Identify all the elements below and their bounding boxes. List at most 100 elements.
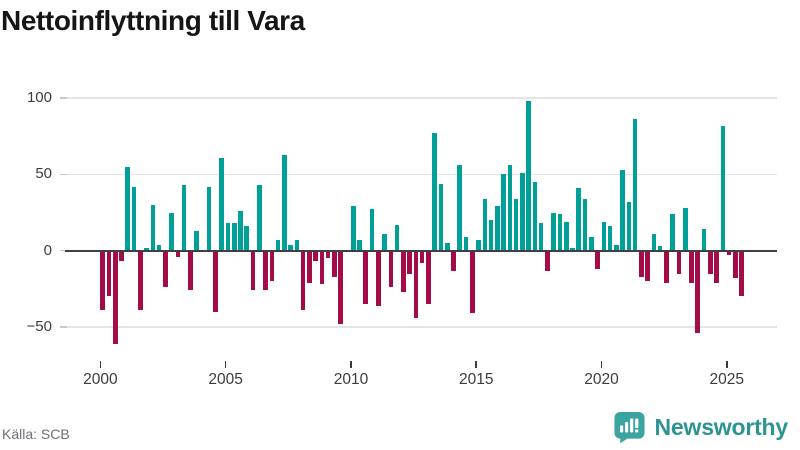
y-axis-tick <box>60 97 67 99</box>
y-axis-label: 100 <box>26 89 52 107</box>
y-axis-tick <box>60 173 67 176</box>
bar <box>676 250 682 274</box>
bar <box>319 250 325 285</box>
newsworthy-wordmark: Newsworthy <box>654 413 789 440</box>
bar <box>695 250 701 334</box>
bar <box>413 250 419 318</box>
bar <box>269 250 275 282</box>
bar <box>739 250 744 297</box>
bar <box>263 250 268 291</box>
bar <box>238 211 243 251</box>
bar <box>645 250 650 282</box>
y-axis-label: 0 <box>43 241 52 259</box>
bar <box>488 220 494 251</box>
bar <box>125 166 131 251</box>
bar <box>476 240 481 251</box>
bar <box>175 250 181 257</box>
bar <box>144 247 149 251</box>
bar <box>150 204 156 251</box>
bar <box>332 250 337 277</box>
bar <box>426 250 431 305</box>
bar <box>100 250 105 311</box>
y-axis-tick <box>60 249 67 252</box>
bar <box>282 154 287 251</box>
bar <box>501 174 506 251</box>
bar <box>156 244 162 251</box>
x-axis-tick <box>600 361 603 368</box>
bar <box>551 212 556 251</box>
bar <box>520 172 525 251</box>
x-axis-label: 2005 <box>208 371 243 388</box>
bar <box>538 223 544 251</box>
bar <box>733 250 738 279</box>
x-axis-label: 2025 <box>709 371 745 388</box>
bar <box>620 169 625 251</box>
gridline-y--50 <box>65 326 777 328</box>
bar <box>369 209 375 251</box>
bar <box>570 247 575 251</box>
bar <box>670 214 676 251</box>
bar <box>300 250 306 311</box>
bar <box>532 182 538 251</box>
bar <box>545 250 550 271</box>
bar <box>595 250 600 269</box>
bar <box>219 157 224 251</box>
newsworthy-bubble-chart-icon <box>613 411 645 444</box>
gridline-y-100 <box>65 97 777 99</box>
bar <box>495 206 500 251</box>
bar <box>419 250 425 263</box>
bar <box>708 250 713 274</box>
bar <box>601 221 607 251</box>
bar <box>137 250 143 311</box>
bar <box>639 250 644 277</box>
bar <box>588 236 594 251</box>
bar <box>507 165 513 251</box>
bar <box>557 214 563 251</box>
x-axis-tick <box>350 361 352 368</box>
bar <box>213 250 218 312</box>
bar <box>576 188 582 251</box>
bar <box>469 250 475 314</box>
x-axis-tick <box>475 361 478 368</box>
bar <box>244 226 250 251</box>
x-axis-tick <box>224 361 227 368</box>
bar <box>463 236 469 251</box>
chart-title: Nettoinflyttning till Vara <box>1 5 305 36</box>
bar <box>106 250 112 297</box>
bar <box>376 250 381 306</box>
bar <box>350 206 356 251</box>
newsworthy-logo[interactable]: Newsworthy <box>613 410 788 444</box>
bar <box>250 250 256 291</box>
source-label: Källa: SCB <box>2 426 70 442</box>
bar <box>407 250 412 274</box>
x-axis-label: 2020 <box>584 371 619 388</box>
x-axis-label: 2000 <box>83 371 118 388</box>
bar <box>325 250 331 259</box>
bar <box>363 250 369 305</box>
bar <box>714 250 719 283</box>
zero-axis-line <box>65 249 777 253</box>
bar <box>720 125 726 251</box>
bar <box>432 133 437 251</box>
bar <box>401 250 406 292</box>
bar <box>231 223 237 251</box>
bar <box>194 230 199 251</box>
x-axis-label: 2010 <box>333 371 369 388</box>
bar <box>582 198 588 251</box>
bar <box>206 186 212 251</box>
bar <box>701 229 707 251</box>
bar <box>382 233 387 251</box>
bar <box>388 250 394 288</box>
bar <box>188 250 193 291</box>
bar <box>626 201 632 251</box>
bar <box>181 185 187 251</box>
bar <box>119 250 124 262</box>
gridline-y-50 <box>65 173 777 176</box>
bar <box>689 250 694 283</box>
bar <box>444 243 450 251</box>
bar <box>632 119 638 251</box>
bar <box>288 244 293 251</box>
bar <box>169 212 174 251</box>
bar <box>257 185 262 251</box>
